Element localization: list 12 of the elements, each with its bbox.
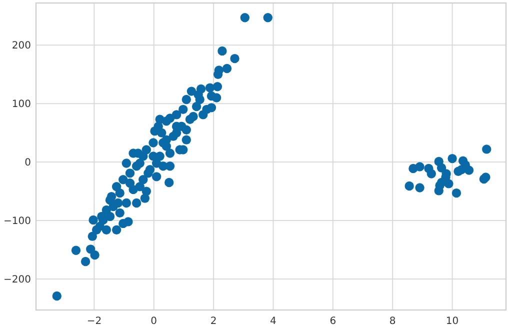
x-tick-label: −2 (86, 316, 102, 327)
x-tick-label: 0 (150, 316, 158, 327)
x-tick-label: 6 (330, 316, 336, 327)
y-tick-label: 200 (12, 40, 31, 52)
y-tick-label: 0 (24, 158, 31, 169)
x-tick-label: 8 (389, 316, 396, 327)
y-tick-label: −100 (4, 216, 31, 228)
y-tick-label: −200 (4, 274, 31, 286)
x-tick-label: 4 (270, 316, 276, 327)
x-tick-label: 2 (210, 316, 217, 327)
y-tick-label: 100 (12, 99, 31, 110)
x-tick-label: 10 (446, 316, 459, 327)
